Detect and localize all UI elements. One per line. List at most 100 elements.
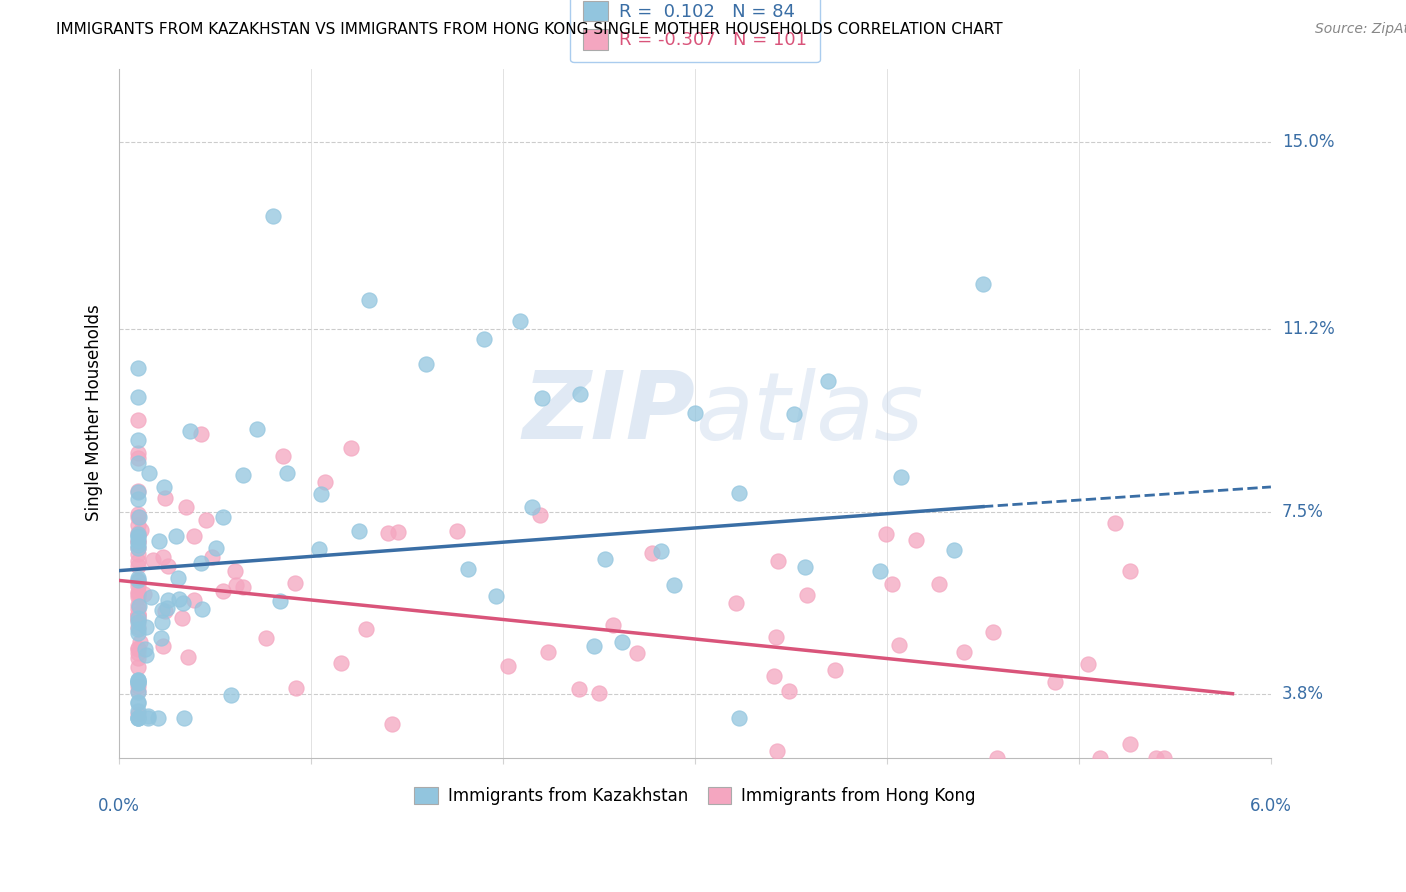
- Point: [952, 645, 974, 659]
- Point: [354, 622, 377, 636]
- Point: [127, 534, 149, 549]
- Point: [153, 480, 176, 494]
- Point: [529, 508, 551, 522]
- Text: IMMIGRANTS FROM KAZAKHSTAN VS IMMIGRANTS FROM HONG KONG SINGLE MOTHER HOUSEHOLDS: IMMIGRANTS FROM KAZAKHSTAN VS IMMIGRANTS…: [56, 22, 1002, 37]
- Point: [127, 615, 149, 629]
- Point: [1088, 750, 1111, 764]
- Point: [212, 509, 235, 524]
- Point: [262, 209, 284, 223]
- Point: [127, 696, 149, 710]
- Point: [201, 550, 224, 565]
- Point: [276, 466, 298, 480]
- Point: [127, 695, 149, 709]
- Point: [246, 422, 269, 436]
- Point: [530, 392, 553, 406]
- Point: [224, 564, 246, 578]
- Point: [387, 524, 409, 539]
- Point: [650, 543, 672, 558]
- Point: [1104, 516, 1126, 530]
- Text: Source: ZipAtlas.com: Source: ZipAtlas.com: [1315, 22, 1406, 37]
- Point: [537, 644, 560, 658]
- Point: [136, 711, 159, 725]
- Point: [225, 577, 247, 591]
- Point: [662, 578, 685, 592]
- Point: [127, 534, 149, 549]
- Point: [127, 608, 149, 623]
- Point: [127, 711, 149, 725]
- Point: [219, 688, 242, 702]
- Point: [127, 683, 149, 698]
- Text: atlas: atlas: [695, 368, 924, 458]
- Point: [568, 682, 591, 697]
- Point: [782, 407, 804, 421]
- Point: [152, 549, 174, 564]
- Point: [127, 579, 149, 593]
- Point: [127, 491, 149, 506]
- Point: [177, 650, 200, 665]
- Point: [205, 541, 228, 555]
- Point: [153, 604, 176, 618]
- Point: [127, 626, 149, 640]
- Point: [157, 559, 180, 574]
- Point: [127, 573, 149, 587]
- Point: [127, 623, 149, 637]
- Point: [762, 669, 785, 683]
- Point: [127, 538, 149, 552]
- Point: [127, 613, 149, 627]
- Point: [880, 576, 903, 591]
- Point: [127, 587, 149, 601]
- Point: [765, 630, 787, 644]
- Point: [357, 293, 380, 307]
- Point: [943, 543, 966, 558]
- Point: [232, 467, 254, 482]
- Point: [165, 529, 187, 543]
- Point: [127, 611, 149, 625]
- Point: [309, 487, 332, 501]
- Point: [1153, 750, 1175, 764]
- Point: [194, 513, 217, 527]
- Point: [284, 681, 307, 695]
- Point: [167, 591, 190, 606]
- Point: [796, 588, 818, 602]
- Point: [582, 639, 605, 653]
- Point: [817, 374, 839, 388]
- Text: 6.0%: 6.0%: [1250, 797, 1292, 814]
- Point: [127, 547, 149, 561]
- Point: [127, 706, 149, 721]
- Point: [129, 524, 152, 538]
- Point: [314, 475, 336, 489]
- Point: [127, 675, 149, 690]
- Point: [127, 590, 149, 604]
- Point: [127, 529, 149, 543]
- Text: 7.5%: 7.5%: [1282, 502, 1324, 521]
- Point: [1119, 737, 1142, 751]
- Point: [626, 646, 648, 660]
- Text: 0.0%: 0.0%: [98, 797, 141, 814]
- Point: [127, 456, 149, 470]
- Point: [135, 620, 157, 634]
- Point: [127, 673, 149, 688]
- Y-axis label: Single Mother Households: Single Mother Households: [86, 305, 103, 522]
- Point: [232, 580, 254, 594]
- Point: [127, 413, 149, 427]
- Point: [191, 602, 214, 616]
- Point: [254, 631, 277, 645]
- Point: [127, 675, 149, 690]
- Point: [127, 585, 149, 599]
- Point: [127, 558, 149, 573]
- Point: [138, 466, 160, 480]
- Point: [146, 711, 169, 725]
- Point: [127, 659, 149, 673]
- Point: [1119, 564, 1142, 578]
- Point: [485, 589, 508, 603]
- Point: [127, 640, 149, 655]
- Point: [889, 639, 911, 653]
- Point: [127, 526, 149, 541]
- Point: [127, 518, 149, 533]
- Point: [496, 658, 519, 673]
- Point: [127, 533, 149, 548]
- Text: 11.2%: 11.2%: [1282, 320, 1334, 338]
- Point: [127, 651, 149, 665]
- Point: [127, 642, 149, 657]
- Point: [128, 509, 150, 524]
